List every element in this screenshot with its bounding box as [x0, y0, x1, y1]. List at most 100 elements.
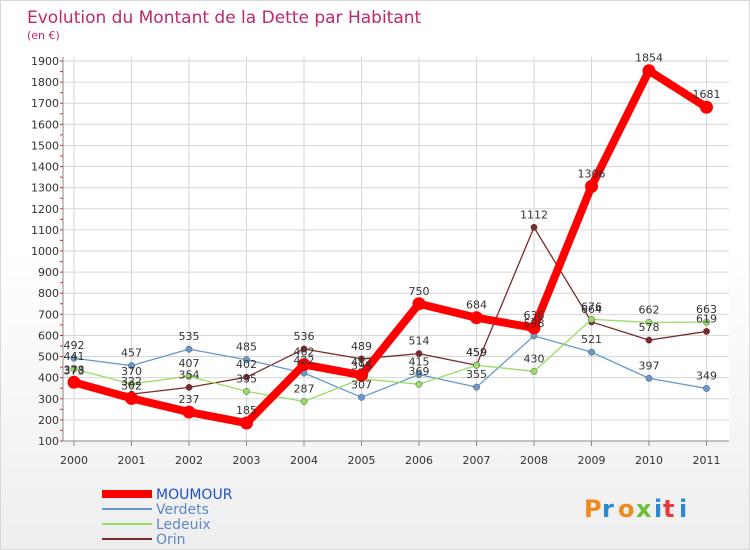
data-label: 684 [466, 299, 487, 312]
y-tick-label: 1400 [31, 161, 59, 174]
y-tick-label: 1800 [31, 76, 59, 89]
chart-subtitle: (en €) [27, 29, 60, 42]
data-point [473, 361, 480, 369]
y-tick-label: 900 [38, 266, 59, 279]
data-label: 663 [696, 303, 717, 316]
data-label: 619 [696, 312, 717, 325]
logo-letter: r [602, 495, 614, 523]
logo-letter: x [636, 495, 652, 523]
data-point [243, 387, 250, 395]
data-label: 422 [294, 354, 315, 367]
data-label: 237 [179, 393, 200, 406]
data-point [128, 380, 135, 388]
y-tick-label: 1300 [31, 182, 59, 195]
data-label: 462 [294, 346, 315, 359]
x-tick-label: 2010 [635, 454, 663, 467]
data-label: 369 [409, 365, 430, 378]
data-label: 578 [639, 321, 660, 334]
data-label: 521 [581, 333, 602, 346]
x-tick-label: 2002 [175, 454, 203, 467]
data-point [703, 318, 710, 326]
data-point [185, 345, 193, 353]
y-tick-label: 1600 [31, 118, 59, 131]
data-label: 459 [466, 346, 487, 359]
data-label: 395 [351, 360, 372, 373]
data-label: 492 [64, 339, 85, 352]
data-point [530, 223, 538, 231]
data-label: 412 [351, 356, 372, 369]
data-label: 1306 [578, 167, 606, 180]
data-label: 636 [524, 309, 545, 322]
data-label: 349 [696, 369, 717, 382]
data-point [70, 365, 78, 373]
data-point [297, 358, 311, 372]
data-point [240, 416, 253, 430]
chart-title: Evolution du Montant de la Dette par Hab… [27, 8, 422, 28]
data-point [415, 380, 423, 388]
series-line-moumour [70, 66, 711, 428]
data-label: 287 [294, 383, 315, 396]
data-point [645, 336, 653, 344]
y-tick-label: 300 [38, 393, 59, 406]
data-point [300, 345, 308, 353]
y-tick-label: 800 [38, 287, 59, 300]
y-tick-label: 1200 [31, 203, 59, 216]
data-point [415, 371, 423, 378]
x-tick-label: 2005 [348, 454, 376, 467]
data-point [358, 355, 365, 363]
y-tick-label: 1700 [31, 97, 59, 110]
x-tick-label: 2001 [118, 454, 146, 467]
data-point [355, 368, 368, 382]
data-point [300, 398, 308, 405]
data-label: 407 [179, 357, 200, 370]
legend-label-orin: Orin [156, 532, 186, 548]
data-label: 1854 [635, 52, 663, 65]
series-line-orin [73, 226, 708, 395]
data-point [185, 383, 193, 391]
plot-area [63, 57, 729, 441]
data-label: 370 [121, 365, 142, 378]
data-point [70, 354, 78, 362]
x-tick-label: 2007 [463, 454, 491, 467]
data-point [128, 362, 135, 370]
data-label: 430 [524, 352, 545, 365]
data-point [645, 318, 653, 326]
data-point [703, 384, 710, 392]
series-line-verdets [73, 335, 708, 398]
data-label: 457 [121, 347, 142, 360]
data-label: 441 [64, 350, 85, 363]
data-label: 415 [409, 356, 430, 369]
logo-letter: i [679, 495, 687, 523]
x-tick-label: 2009 [578, 454, 606, 467]
data-label: 185 [236, 404, 257, 417]
x-tick-label: 2004 [290, 454, 318, 467]
data-point [412, 297, 426, 311]
y-tick-label: 600 [38, 329, 59, 342]
legend-label-verdets: Verdets [156, 502, 209, 518]
data-label: 536 [294, 330, 315, 343]
data-label: 1681 [693, 88, 721, 101]
data-label: 750 [409, 285, 430, 298]
data-point [703, 327, 710, 335]
data-point [530, 367, 538, 375]
y-tick-label: 1000 [31, 245, 59, 258]
data-point [358, 393, 365, 401]
data-point [415, 350, 423, 358]
logo-letter: P [584, 495, 602, 523]
y-tick-label: 1100 [31, 224, 59, 237]
data-label: 535 [179, 330, 200, 343]
data-label: 322 [121, 375, 142, 388]
y-tick-label: 1500 [31, 139, 59, 152]
data-point [470, 311, 483, 325]
data-label: 373 [64, 364, 85, 377]
data-point [700, 100, 713, 114]
logo-letter: i [654, 495, 662, 523]
data-point [585, 179, 598, 193]
y-tick-label: 500 [38, 351, 59, 364]
data-point [185, 372, 193, 380]
y-tick-label: 400 [38, 372, 59, 385]
